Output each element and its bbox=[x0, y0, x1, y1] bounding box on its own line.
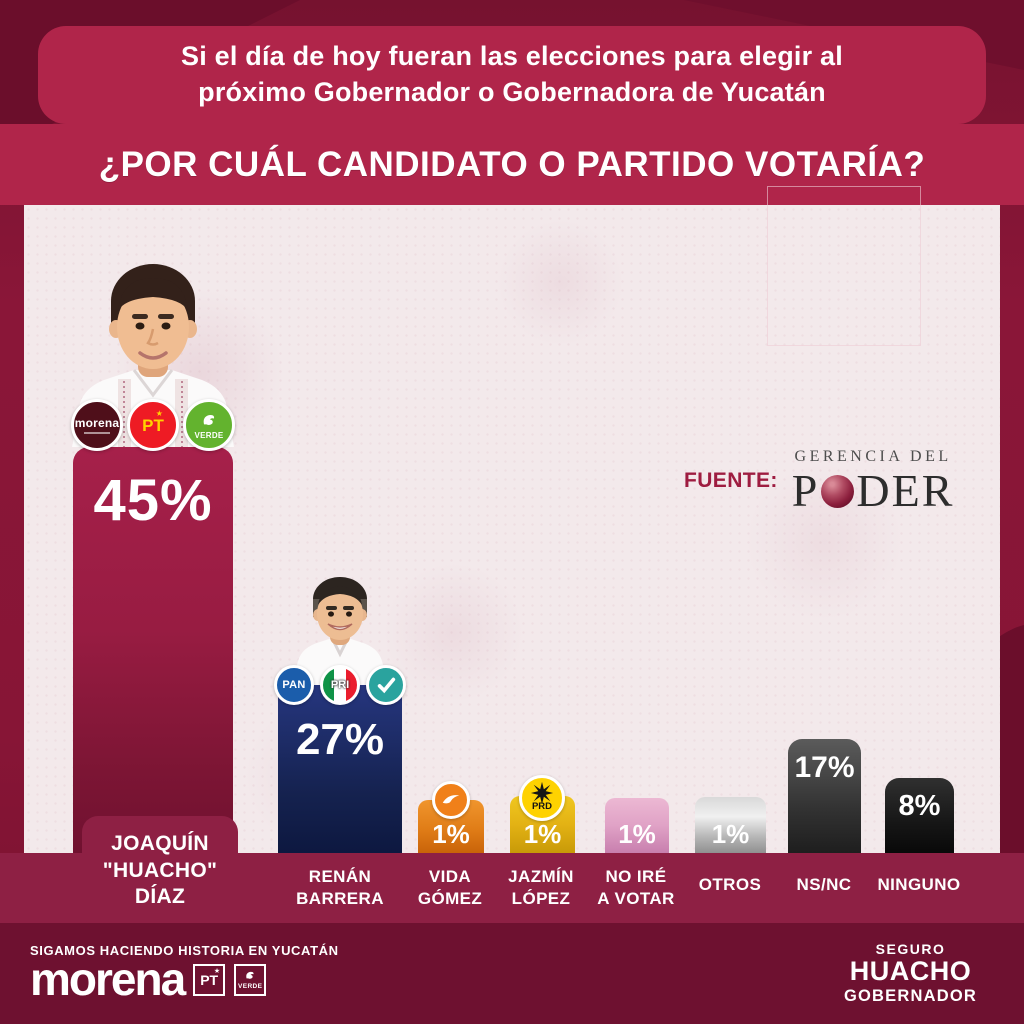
candidate-photo-renan bbox=[292, 577, 388, 685]
verde-footer-text: VERDE bbox=[237, 983, 263, 991]
bar-value-no-ire: 1% bbox=[618, 819, 656, 849]
sphere-o-icon bbox=[821, 474, 855, 508]
pt-footer-text: PT bbox=[200, 971, 219, 988]
label-huacho-line3: DÍAZ bbox=[134, 885, 186, 909]
bar-otros: 1% bbox=[695, 797, 766, 853]
bar-ninguno: 8% bbox=[885, 778, 954, 853]
verde-bird-icon bbox=[203, 414, 215, 425]
label-huacho: JOAQUÍN "HUACHO" DÍAZ bbox=[82, 816, 238, 926]
title-band: ¿POR CUÁL CANDIDATO O PARTIDO VOTARÍA? bbox=[0, 124, 1024, 205]
mc-logo bbox=[432, 781, 470, 819]
pan-logo-text: PAN bbox=[282, 679, 306, 691]
faint-outline-box bbox=[767, 186, 921, 346]
verde-footer-logo: VERDE bbox=[234, 963, 267, 996]
bar-huacho: 45% bbox=[73, 447, 233, 853]
verde-logo-text: VERDE bbox=[194, 430, 224, 440]
brand-word: P DER bbox=[792, 468, 955, 514]
brand-letter-p: P bbox=[791, 465, 820, 516]
bar-nsnc: 17% bbox=[788, 739, 861, 853]
footer: SIGAMOS HACIENDO HISTORIA EN YUCATÁN mor… bbox=[0, 923, 1024, 1024]
morena-logo-text: morena bbox=[74, 416, 120, 430]
question-line-2: próximo Gobernador o Gobernadora de Yuca… bbox=[198, 77, 826, 107]
pan-logo: PAN bbox=[274, 665, 314, 705]
pt-logo-text: PT bbox=[142, 415, 164, 435]
brand-letters-der: DER bbox=[856, 465, 955, 516]
footer-seguro: SEGURO bbox=[875, 941, 946, 957]
source-label: FUENTE: bbox=[684, 469, 778, 492]
pt-star-icon: ★ bbox=[155, 409, 163, 418]
morena-wordmark: morena bbox=[30, 953, 186, 1005]
coalition-logos-renan: PAN PRI bbox=[274, 665, 406, 705]
coalition-logos-huacho: morena PT ★ VERDE bbox=[71, 399, 235, 451]
footer-party-logos: morena PT ★ VERDE bbox=[30, 953, 339, 1005]
footer-tagline: SIGAMOS HACIENDO HISTORIA EN YUCATÁN bbox=[30, 943, 339, 958]
prd-sun-icon bbox=[530, 781, 554, 805]
bar-value-renan: 27% bbox=[295, 715, 385, 764]
prd-logo: PRD bbox=[519, 775, 565, 821]
page-title: ¿POR CUÁL CANDIDATO O PARTIDO VOTARÍA? bbox=[98, 144, 926, 184]
footer-gobernador: GOBERNADOR bbox=[843, 986, 977, 1005]
morena-logo-subline bbox=[84, 432, 110, 434]
morena-logo: morena bbox=[71, 399, 123, 451]
footer-left-block: SIGAMOS HACIENDO HISTORIA EN YUCATÁN mor… bbox=[30, 943, 339, 1005]
bar-no-ire-a-votar: 1% bbox=[605, 798, 669, 853]
pt-star-icon: ★ bbox=[213, 967, 221, 975]
label-jazmin: JAZMÍN LÓPEZ bbox=[508, 867, 574, 909]
bar-value-vida: 1% bbox=[432, 819, 470, 849]
pt-footer-logo: PT ★ bbox=[193, 963, 226, 996]
mc-eagle-icon bbox=[442, 795, 460, 804]
label-renan: RENÁN BARRERA bbox=[296, 867, 384, 909]
label-ninguno: NINGUNO bbox=[877, 875, 961, 894]
label-no-ire: NO IRÉ A VOTAR bbox=[597, 867, 675, 909]
verde-bird-icon bbox=[246, 971, 254, 979]
checkmark-icon bbox=[377, 677, 396, 694]
gerencia-del-poder-logo: GERENCIA DEL P DER bbox=[792, 448, 955, 514]
brand-line: GERENCIA DEL bbox=[794, 448, 952, 465]
bar-renan: 27% bbox=[278, 685, 402, 853]
verde-logo: VERDE bbox=[183, 399, 235, 451]
bar-value-nsnc: 17% bbox=[794, 751, 855, 784]
footer-right-block: SEGURO HUACHO GOBERNADOR bbox=[823, 941, 998, 1006]
check-logo bbox=[366, 665, 406, 705]
chart-panel: FUENTE: GERENCIA DEL P DER bbox=[24, 205, 1000, 853]
label-nsnc: NS/NC bbox=[796, 875, 852, 894]
bar-value-jazmin: 1% bbox=[523, 819, 562, 849]
prd-logo-text: PRD bbox=[531, 801, 553, 812]
bar-value-ninguno: 8% bbox=[898, 790, 941, 822]
pri-logo: PRI bbox=[320, 665, 360, 705]
question-box: Si el día de hoy fueran las elecciones p… bbox=[38, 26, 986, 124]
question-line-1: Si el día de hoy fueran las elecciones p… bbox=[181, 41, 843, 72]
label-otros: OTROS bbox=[698, 875, 762, 894]
pt-logo: PT ★ bbox=[127, 399, 179, 451]
bar-value-huacho: 45% bbox=[93, 468, 213, 533]
bar-value-otros: 1% bbox=[711, 819, 750, 849]
footer-huacho: HUACHO bbox=[849, 956, 972, 986]
pri-logo-text: PRI bbox=[330, 679, 350, 691]
label-huacho-line2: "HUACHO" bbox=[102, 858, 218, 882]
label-huacho-line1: JOAQUÍN bbox=[111, 831, 209, 855]
label-vida: VIDA GÓMEZ bbox=[417, 867, 483, 909]
source-row: FUENTE: GERENCIA DEL P DER bbox=[684, 448, 954, 514]
